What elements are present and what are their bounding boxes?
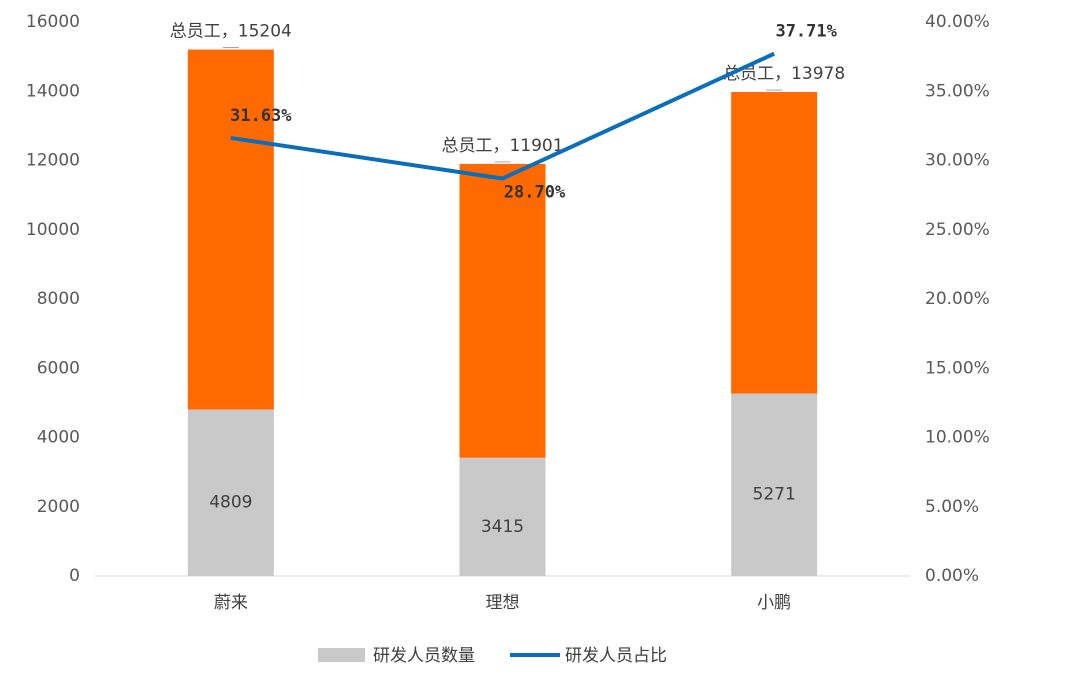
bar-segment [459, 163, 546, 458]
y2-tick-label: 5.00% [925, 497, 979, 517]
y2-tick-label: 35.00% [925, 81, 990, 101]
y2-tick-label: 30.00% [925, 151, 990, 171]
y2-tick-label: 15.00% [925, 358, 990, 378]
legend-label: 研发人员占比 [565, 646, 667, 666]
line-value-label: 37.71% [775, 22, 837, 42]
bar-value-label: 5271 [753, 485, 796, 505]
total-label: 总员工，11901 [441, 136, 563, 156]
y2-tick-label: 20.00% [925, 289, 990, 309]
y-tick-label: 2000 [37, 497, 80, 517]
y-tick-label: 14000 [26, 81, 80, 101]
y-tick-label: 6000 [37, 358, 80, 378]
y-tick-label: 8000 [37, 289, 80, 309]
legend-label: 研发人员数量 [373, 646, 475, 666]
total-label: 总员工，15204 [170, 22, 292, 42]
x-tick-label: 蔚来 [214, 593, 248, 613]
y-tick-label: 10000 [26, 220, 80, 240]
bar-segment [731, 393, 818, 576]
bar-segment [731, 92, 818, 394]
y2-tick-label: 10.00% [925, 428, 990, 448]
y2-tick-label: 0.00% [925, 566, 979, 586]
bar-segment [187, 49, 274, 410]
bar-segment [187, 409, 274, 576]
legend-swatch [318, 648, 365, 662]
y-tick-label: 16000 [26, 12, 80, 32]
x-tick-label: 小鹏 [757, 593, 791, 613]
bar-value-label: 4809 [209, 493, 252, 513]
bar-value-label: 3415 [481, 517, 524, 537]
y-tick-label: 12000 [26, 151, 80, 171]
y-tick-label: 4000 [37, 428, 80, 448]
x-tick-label: 理想 [486, 593, 520, 613]
line-value-label: 28.70% [504, 183, 566, 203]
line-value-label: 31.63% [230, 106, 292, 126]
total-label: 总员工，13978 [723, 64, 845, 84]
y2-tick-label: 40.00% [925, 12, 990, 32]
y-tick-label: 0 [69, 566, 80, 586]
y2-tick-label: 25.00% [925, 220, 990, 240]
line-series [230, 51, 776, 181]
bar-segment [459, 457, 546, 576]
